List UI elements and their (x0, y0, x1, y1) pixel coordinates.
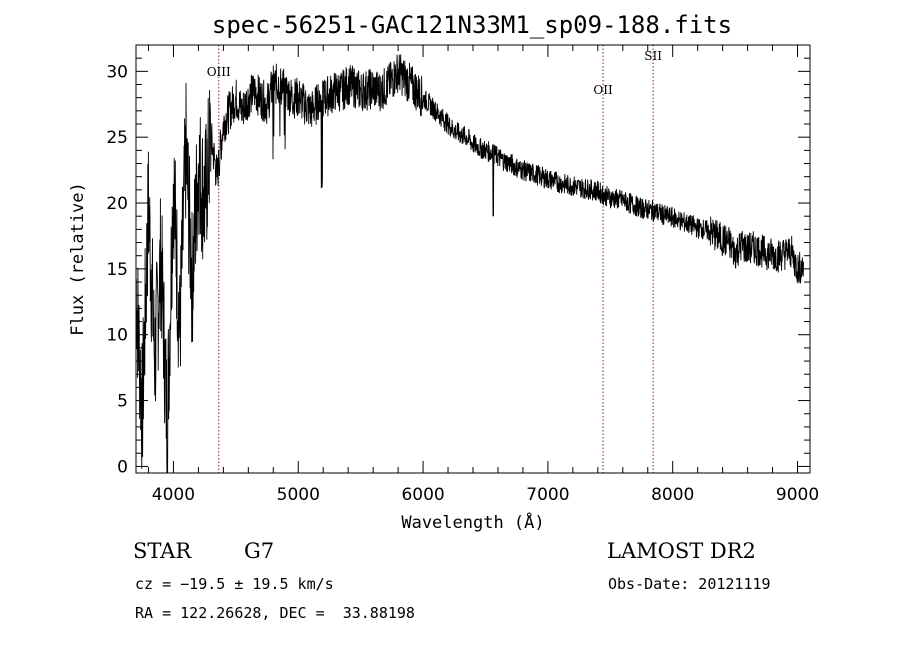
redshift-readout: cz = −19.5 ± 19.5 km/s (135, 575, 334, 593)
y-tick-label: 20 (106, 194, 128, 214)
x-tick-label: 8000 (651, 485, 694, 505)
chart-title: spec-56251-GAC121N33M1_sp09-188.fits (212, 11, 732, 39)
x-tick-label: 6000 (401, 485, 444, 505)
x-tick-label: 7000 (526, 485, 569, 505)
x-tick-label: 4000 (152, 485, 195, 505)
object-type: STAR (133, 539, 192, 563)
observation-date: Obs-Date: 20121119 (608, 575, 771, 593)
emission-line-markers: OIII OII SII (207, 45, 662, 473)
survey-name: LAMOST DR2 (607, 539, 756, 563)
y-tick-label: 0 (117, 457, 128, 477)
emission-line-label: SII (644, 49, 662, 63)
emission-line-label: OIII (207, 65, 231, 79)
x-tick-label: 9000 (776, 485, 819, 505)
x-axis-label: Wavelength (Å) (401, 511, 544, 533)
y-tick-label: 30 (106, 62, 128, 82)
y-axis-ticks: 0 5 10 15 20 25 30 (106, 57, 810, 477)
y-tick-label: 5 (117, 392, 128, 412)
x-tick-label: 5000 (277, 485, 320, 505)
sky-coordinates: RA = 122.26628, DEC = 33.88198 (135, 604, 415, 622)
spectral-subclass: G7 (244, 539, 275, 563)
x-axis-ticks: 4000 5000 6000 7000 8000 9000 (147, 45, 819, 505)
y-axis-label: Flux (relative) (68, 182, 88, 336)
y-tick-label: 15 (106, 260, 128, 280)
emission-line-label: OII (593, 83, 613, 97)
y-tick-label: 25 (106, 128, 128, 148)
y-tick-label: 10 (106, 326, 128, 346)
spectrum-line (135, 54, 804, 474)
spectrum-series (135, 54, 804, 474)
